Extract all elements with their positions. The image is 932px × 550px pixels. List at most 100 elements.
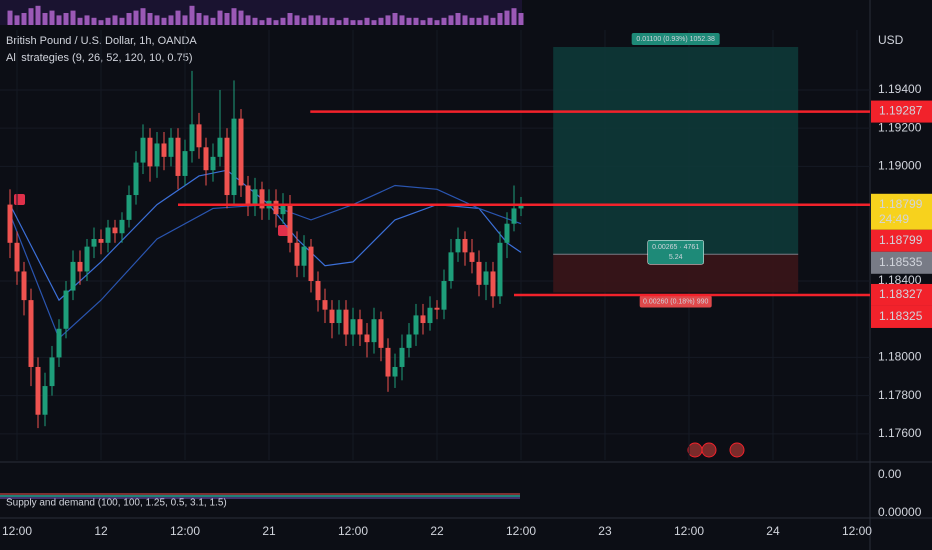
volume-bar <box>301 17 307 25</box>
candle-body <box>105 227 111 243</box>
volume-bar <box>196 13 202 25</box>
volume-bar <box>168 15 174 25</box>
candle-body <box>469 252 475 262</box>
candle-body <box>455 238 461 253</box>
volume-bar <box>469 17 475 25</box>
candle-body <box>308 246 314 282</box>
indicator-title: Supply and demand (100, 100, 1.25, 0.5, … <box>6 498 227 509</box>
entry-label: 0.00265 · 4761 <box>652 244 699 251</box>
candle-body <box>427 307 433 324</box>
candle-body <box>511 208 517 224</box>
candle-body <box>350 319 356 335</box>
volume-bar <box>91 17 97 25</box>
volume-bar <box>497 13 503 25</box>
volume-bar <box>280 17 286 25</box>
volume-bar <box>42 13 48 25</box>
countdown: 24:49 <box>879 212 909 226</box>
candle-body <box>91 238 97 247</box>
candle-body <box>119 219 125 234</box>
chart-subtitle: All strategies (9, 26, 52, 120, 10, 0.75… <box>6 52 193 64</box>
candle-body <box>154 143 160 167</box>
volume-bar <box>287 13 293 25</box>
volume-bar <box>98 20 104 25</box>
candle-body <box>133 162 139 196</box>
x-tick-label: 12:00 <box>170 524 200 538</box>
volume-bar <box>294 15 300 25</box>
volume-bar <box>371 20 377 25</box>
volume-bar <box>518 13 524 25</box>
candle-body <box>14 242 20 272</box>
x-tick-label: 12:00 <box>338 524 368 538</box>
price-label: 1.18535 <box>879 255 923 269</box>
volume-bar <box>462 15 468 25</box>
candle-body <box>203 147 209 171</box>
strategy-marker <box>278 225 289 236</box>
volume-bar <box>378 17 384 25</box>
y-tick-label: 1.19200 <box>878 120 922 134</box>
price-label: 1.18799 <box>879 197 923 211</box>
price-label-box <box>871 283 932 306</box>
price-label-box <box>871 193 932 230</box>
candle-body <box>392 366 398 377</box>
volume-bar <box>63 13 69 25</box>
volume-bar <box>392 13 398 25</box>
candle-body <box>56 328 62 358</box>
candle-body <box>364 334 370 343</box>
x-tick-label: 12:00 <box>506 524 536 538</box>
volume-bar <box>133 10 139 25</box>
volume-bar <box>490 17 496 25</box>
candle-body <box>35 366 41 415</box>
volume-bar <box>476 17 482 25</box>
volume-bar <box>350 20 356 25</box>
candle-body <box>301 246 307 266</box>
candle-body <box>462 238 468 253</box>
price-label: 1.18327 <box>879 287 923 301</box>
candle-body <box>147 137 153 167</box>
candle-body <box>287 204 293 243</box>
volume-bar <box>140 8 146 25</box>
currency: USD <box>878 33 904 47</box>
label-box <box>647 240 704 265</box>
volume-bar <box>21 13 27 25</box>
candle-body <box>406 334 412 348</box>
volume-bar <box>126 13 132 25</box>
volume-bar <box>308 15 314 25</box>
x-tick-label: 23 <box>598 524 612 538</box>
event-icon <box>701 442 717 458</box>
candle-body <box>497 242 503 297</box>
pane-tick-label: 0.00 <box>878 467 902 481</box>
candle-body <box>126 195 132 220</box>
y-tick-label: 1.19000 <box>878 159 922 173</box>
y-tick-label: 1.19400 <box>878 82 922 96</box>
candle-body <box>98 238 104 243</box>
volume-bar <box>357 20 363 25</box>
x-tick-label: 22 <box>430 524 444 538</box>
candle-body <box>161 143 167 157</box>
volume-bar <box>441 17 447 25</box>
candle-body <box>238 118 244 186</box>
candle-body <box>182 151 188 176</box>
candle-body <box>224 137 230 196</box>
candle-body <box>231 118 237 196</box>
volume-bar <box>49 10 55 25</box>
volume-bar <box>70 10 76 25</box>
y-tick-label: 1.17600 <box>878 426 922 440</box>
x-tick-label: 12:00 <box>2 524 32 538</box>
volume-bar <box>119 17 125 25</box>
volume-bar <box>56 15 62 25</box>
volume-bar <box>315 15 321 25</box>
volume-bar <box>84 15 90 25</box>
candle-body <box>413 315 419 335</box>
candle-body <box>490 271 496 297</box>
candle-body <box>441 281 447 310</box>
x-tick-label: 12:00 <box>842 524 872 538</box>
candle-body <box>504 223 510 243</box>
candle-body <box>378 319 384 348</box>
candle-body <box>280 204 286 215</box>
volume-bar <box>336 20 342 25</box>
y-tick-label: 1.18400 <box>878 273 922 287</box>
candle-body <box>84 246 90 272</box>
volume-bar <box>175 10 181 25</box>
candle-body <box>77 261 83 272</box>
